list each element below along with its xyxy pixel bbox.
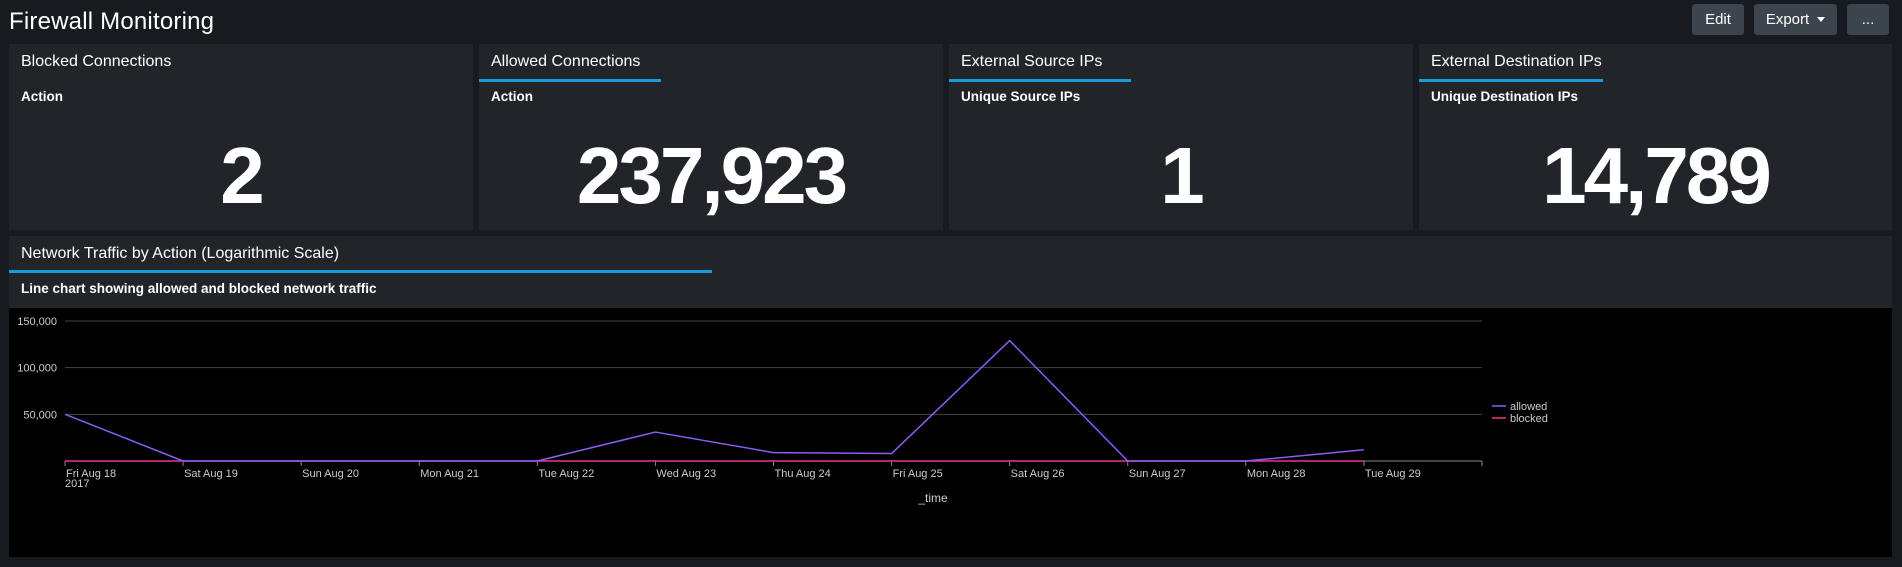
x-tick-label: Sun Aug 27	[1129, 468, 1186, 480]
y-tick-label: 50,000	[23, 409, 57, 421]
panel-title: Network Traffic by Action (Logarithmic S…	[21, 245, 340, 262]
single-value: 2	[220, 131, 265, 220]
x-tick-label: Wed Aug 23	[656, 468, 716, 480]
more-button[interactable]: ...	[1847, 4, 1889, 35]
panel-title: External Destination IPs	[1431, 53, 1602, 70]
panel-subtitle: Action	[491, 89, 533, 104]
export-button-label: Export	[1765, 11, 1810, 28]
panel-title: Blocked Connections	[21, 53, 172, 70]
panel-subtitle: Action	[21, 89, 63, 104]
panel-subtitle: Unique Source IPs	[961, 89, 1081, 104]
x-tick-label: Sat Aug 26	[1011, 468, 1065, 480]
x-axis-title: _time	[917, 491, 948, 505]
panel-subtitle: Unique Destination IPs	[1431, 89, 1579, 104]
legend-label-allowed: allowed	[1510, 401, 1547, 413]
panel-external-source-ips: External Source IPs Unique Source IPs 1	[949, 44, 1413, 230]
x-tick-label: Sat Aug 19	[184, 468, 238, 480]
panel-title-underline	[1419, 79, 1603, 82]
legend-label-blocked: blocked	[1510, 413, 1548, 425]
x-tick-label: Thu Aug 24	[775, 468, 831, 480]
panel-title: Allowed Connections	[491, 53, 641, 70]
panel-blocked-connections: Blocked Connections Action 2	[9, 44, 473, 230]
panel-external-destination-ips: External Destination IPs Unique Destinat…	[1419, 44, 1892, 230]
single-value: 1	[1160, 131, 1205, 220]
x-tick-label: Tue Aug 29	[1365, 468, 1421, 480]
panel-title-underline	[949, 79, 1131, 82]
x-year-label: 2017	[65, 478, 89, 490]
panel-title-underline	[479, 79, 661, 82]
panel-network-traffic: Network Traffic by Action (Logarithmic S…	[9, 236, 1892, 557]
x-tick-label: Tue Aug 22	[538, 468, 594, 480]
x-tick-label: Fri Aug 25	[893, 468, 943, 480]
export-button[interactable]: Export	[1754, 4, 1837, 35]
y-tick-label: 100,000	[17, 363, 57, 375]
single-value: 237,923	[576, 131, 848, 220]
x-tick-label: Fri Aug 18	[66, 468, 116, 480]
single-value: 14,789	[1542, 131, 1772, 220]
dashboard-title: Firewall Monitoring	[9, 8, 215, 35]
x-tick-label: Mon Aug 28	[1247, 468, 1306, 480]
chevron-down-icon	[1817, 17, 1826, 22]
panel-allowed-connections: Allowed Connections Action 237,923	[479, 44, 943, 230]
chart-area: 50,000 100,000 150,000 Fri Aug 18 Sat Aug 1…	[9, 308, 1892, 557]
panel-title: External Source IPs	[961, 53, 1103, 70]
x-tick-label: Sun Aug 20	[302, 468, 359, 480]
line-chart: 50,000 100,000 150,000 Fri Aug 18 Sat Aug 1…	[17, 316, 1548, 505]
panel-subtitle: Line chart showing allowed and blocked n…	[21, 281, 377, 296]
y-tick-label: 150,000	[17, 316, 57, 328]
series-line-allowed	[64, 339, 1364, 462]
edit-button[interactable]: Edit	[1692, 4, 1744, 35]
panel-title-underline	[9, 270, 712, 273]
x-tick-label: Mon Aug 21	[420, 468, 479, 480]
